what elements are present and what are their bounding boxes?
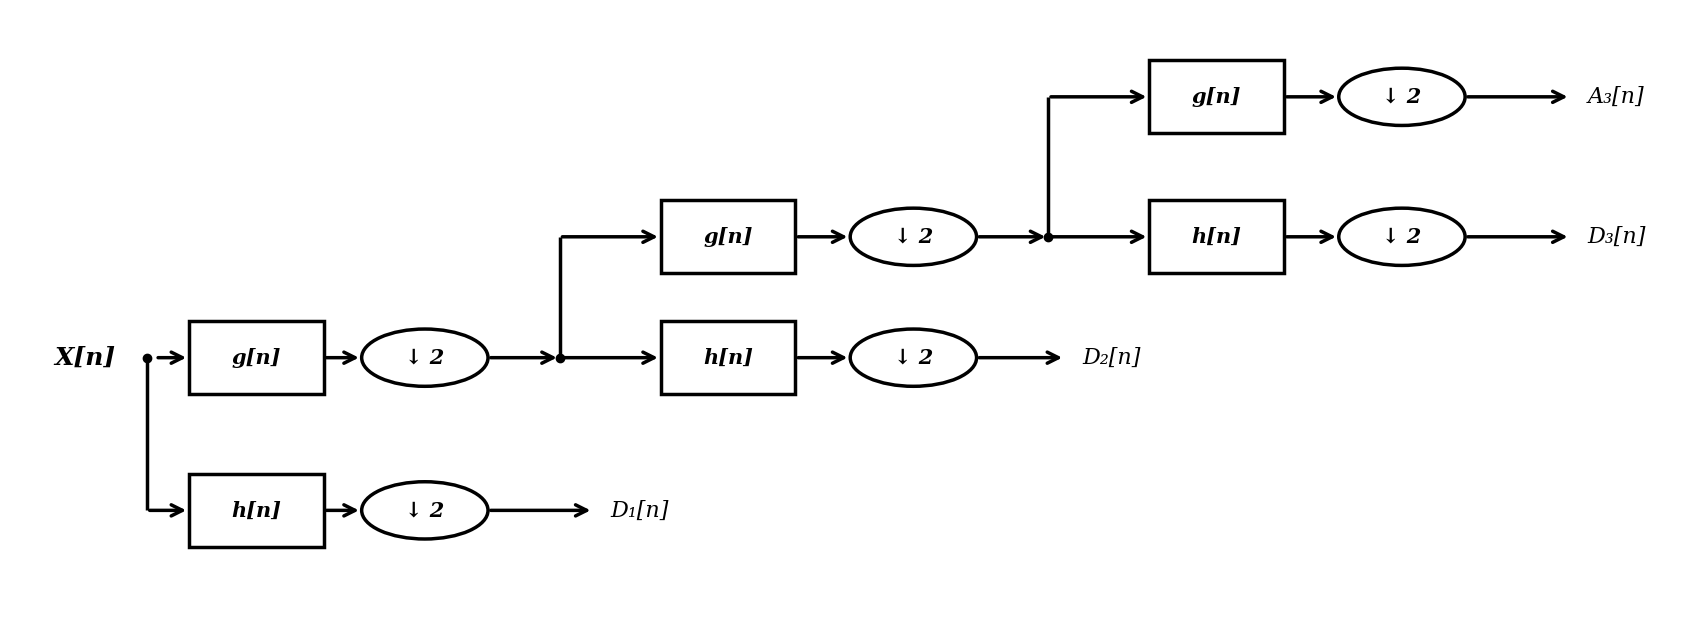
FancyBboxPatch shape (660, 200, 795, 273)
Text: ↓ 2: ↓ 2 (893, 227, 932, 247)
FancyBboxPatch shape (190, 473, 323, 547)
Ellipse shape (849, 208, 976, 265)
Text: A₃[n]: A₃[n] (1587, 86, 1645, 108)
Text: ↓ 2: ↓ 2 (1382, 227, 1421, 247)
Text: h[n]: h[n] (1191, 227, 1242, 247)
Text: h[n]: h[n] (232, 500, 281, 520)
FancyBboxPatch shape (1149, 60, 1284, 134)
Text: ↓ 2: ↓ 2 (404, 500, 445, 520)
Ellipse shape (362, 329, 487, 387)
Text: X[n]: X[n] (54, 346, 115, 370)
Text: D₂[n]: D₂[n] (1081, 347, 1140, 369)
FancyBboxPatch shape (660, 321, 795, 394)
Text: g[n]: g[n] (232, 348, 281, 367)
Ellipse shape (362, 482, 487, 539)
Ellipse shape (1338, 208, 1465, 265)
Text: ↓ 2: ↓ 2 (1382, 87, 1421, 107)
Text: g[n]: g[n] (704, 227, 753, 247)
Text: ↓ 2: ↓ 2 (404, 348, 445, 367)
Text: D₃[n]: D₃[n] (1587, 226, 1646, 248)
Text: h[n]: h[n] (704, 348, 753, 367)
FancyBboxPatch shape (190, 321, 323, 394)
Ellipse shape (1338, 68, 1465, 125)
Text: ↓ 2: ↓ 2 (893, 348, 932, 367)
Text: D₁[n]: D₁[n] (611, 499, 668, 521)
Ellipse shape (849, 329, 976, 387)
Text: g[n]: g[n] (1191, 87, 1242, 107)
FancyBboxPatch shape (1149, 200, 1284, 273)
